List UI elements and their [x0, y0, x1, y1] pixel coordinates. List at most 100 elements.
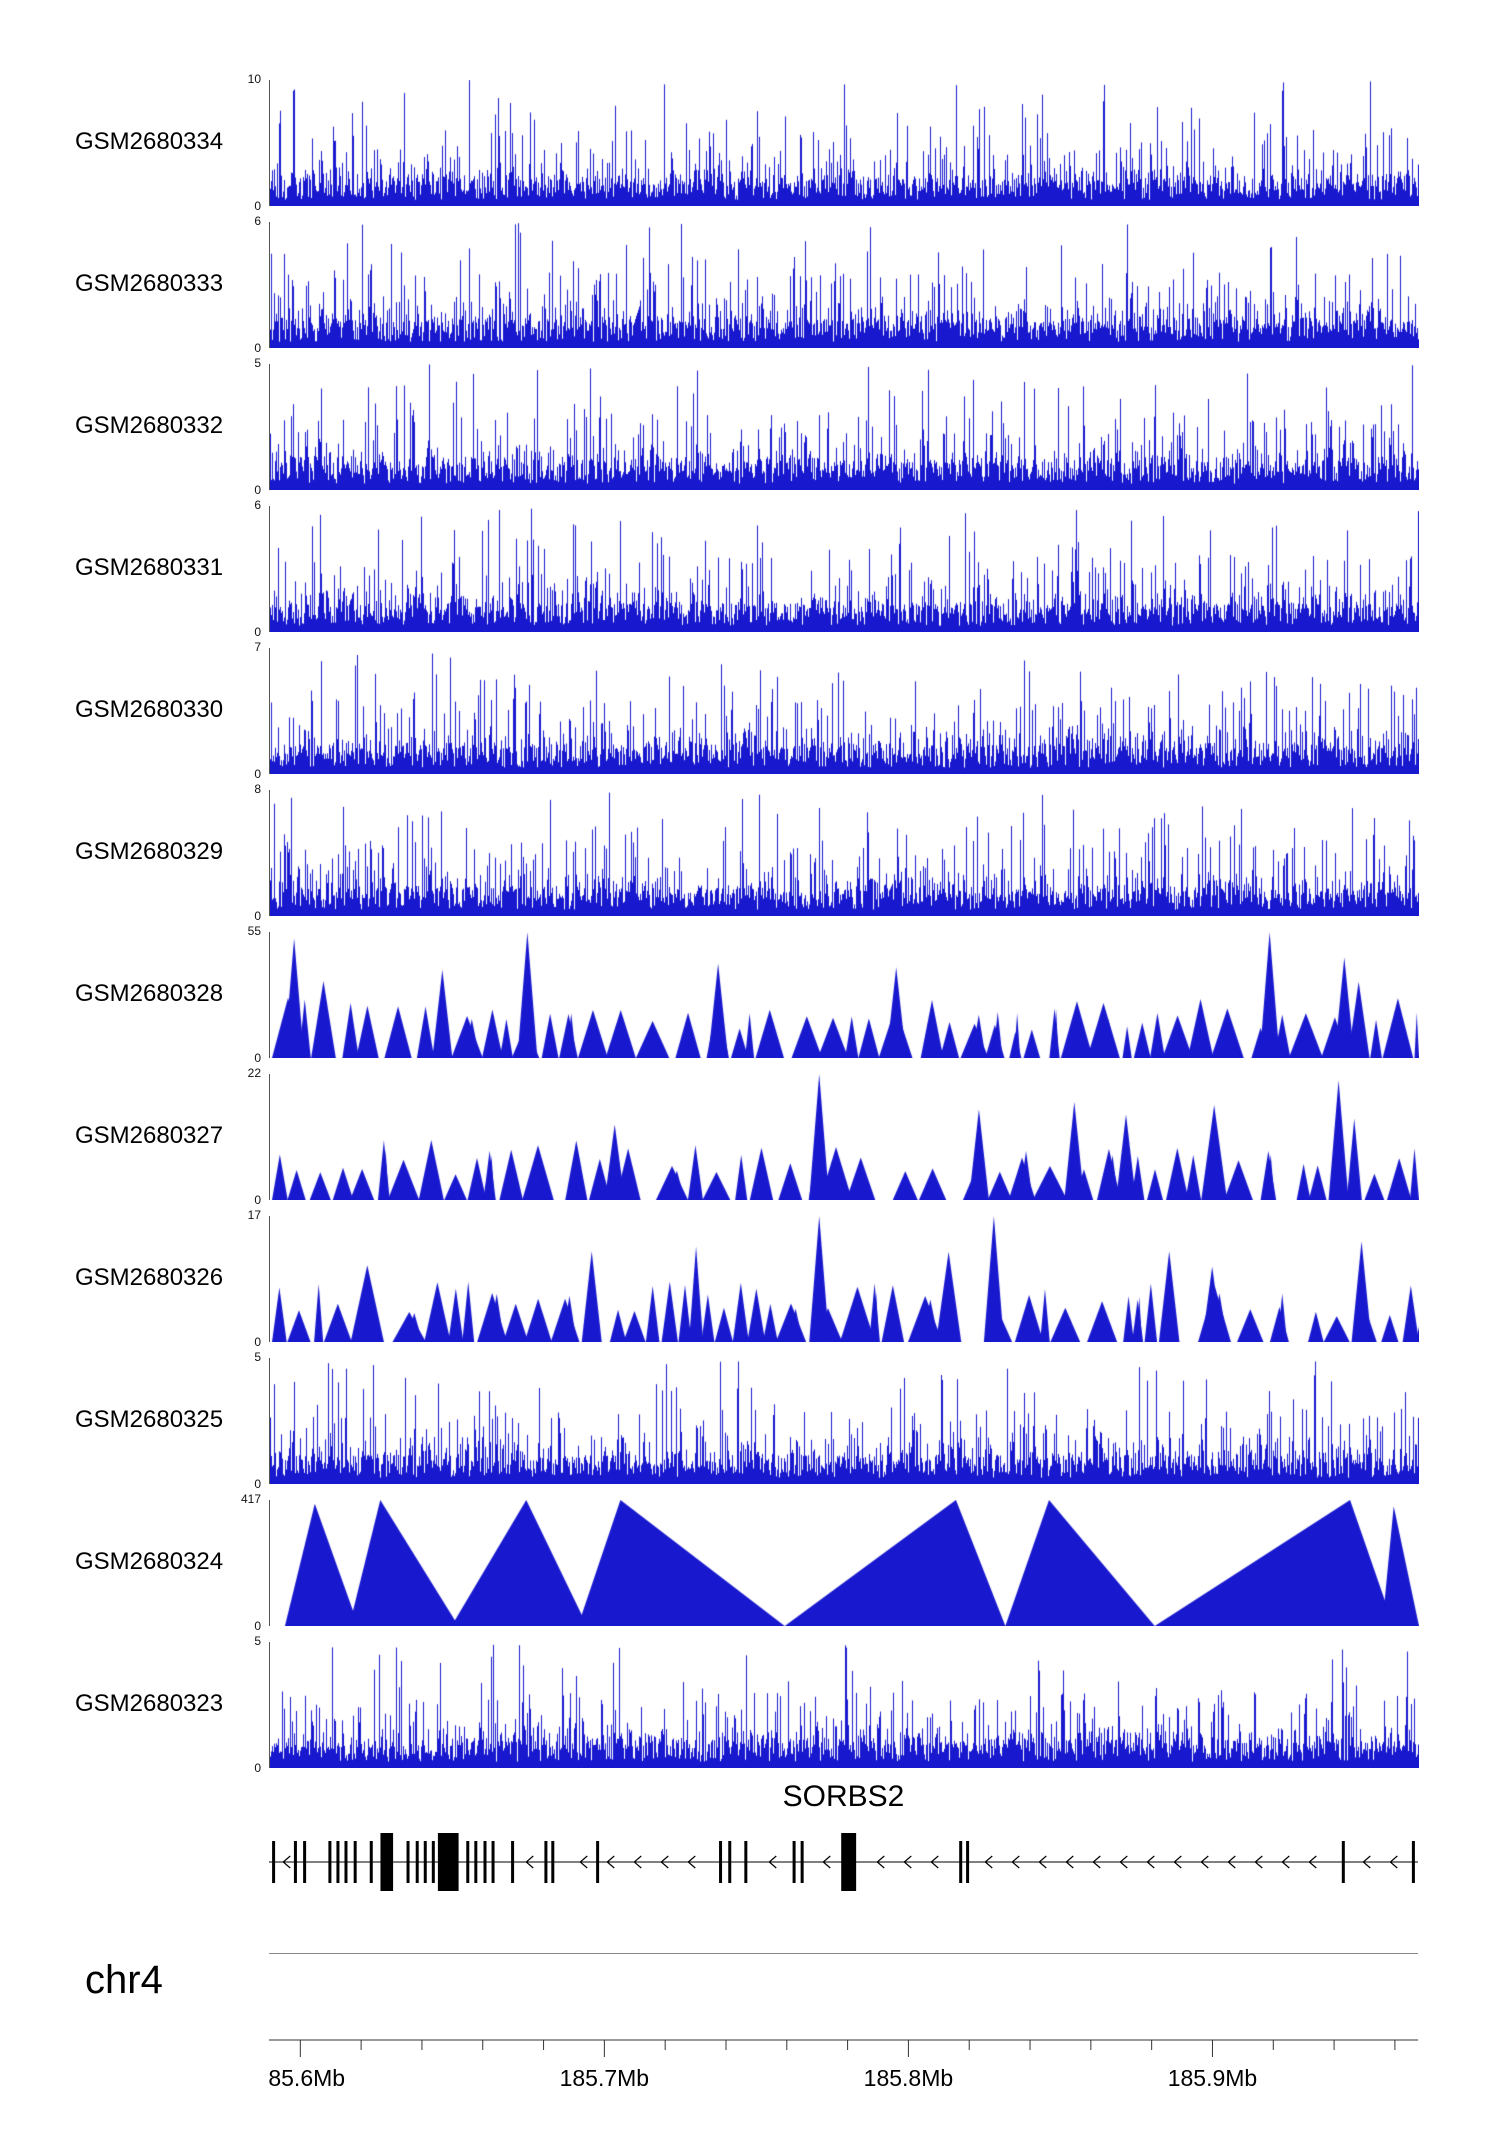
exon: [511, 1841, 515, 1883]
strand-arrow-icon: [1254, 1855, 1263, 1869]
exon: [423, 1841, 427, 1883]
exon: [800, 1841, 804, 1883]
track-ymax-label: 417: [240, 1492, 261, 1506]
exon: [959, 1841, 963, 1883]
track-label: GSM2680333: [75, 270, 224, 297]
coverage-signal: [269, 932, 1419, 1058]
coverage-track-GSM2680334: GSM2680334 10 0: [0, 72, 1500, 213]
exon: [369, 1841, 373, 1883]
exon: [792, 1841, 796, 1883]
coverage-signal: [269, 364, 1419, 490]
ruler-label: 185.7Mb: [560, 2065, 650, 2091]
coverage-signal: [269, 790, 1419, 916]
strand-arrow-icon: [1119, 1855, 1128, 1869]
strand-arrow-icon: [1038, 1855, 1047, 1869]
coverage-track-GSM2680323: GSM2680323 5 0: [0, 1634, 1500, 1775]
strand-arrow-icon: [1092, 1855, 1101, 1869]
track-ymin-label: 0: [254, 909, 261, 923]
exon: [328, 1841, 332, 1883]
strand-arrow-icon: [579, 1855, 588, 1869]
coverage-track-GSM2680328: GSM2680328 55 0: [0, 924, 1500, 1065]
track-label: GSM2680323: [75, 1690, 224, 1717]
coverage-track-GSM2680329: GSM2680329 8 0: [0, 782, 1500, 923]
separator-line: [269, 1953, 1418, 1954]
track-ymax-label: 7: [254, 640, 261, 654]
track-ymax-label: 5: [254, 356, 261, 370]
track-ymax-label: 55: [247, 924, 261, 938]
exon: [466, 1841, 470, 1883]
track-label: GSM2680327: [75, 1122, 224, 1149]
exon: [728, 1841, 732, 1883]
exon: [544, 1841, 548, 1883]
track-ymin-label: 0: [254, 1619, 261, 1633]
strand-arrow-icon: [1389, 1855, 1398, 1869]
track-label: GSM2680326: [75, 1264, 224, 1291]
track-ymin-label: 0: [254, 625, 261, 639]
track-label: GSM2680328: [75, 980, 224, 1007]
strand-arrow-icon: [903, 1855, 912, 1869]
exon: [336, 1841, 340, 1883]
strand-arrow-icon: [606, 1855, 615, 1869]
exon: [966, 1841, 970, 1883]
track-label: GSM2680325: [75, 1406, 224, 1433]
exon: [406, 1841, 410, 1883]
coverage-signal: [269, 1074, 1419, 1200]
exon: [1341, 1841, 1345, 1883]
exon: [1411, 1841, 1415, 1883]
track-ymax-label: 6: [254, 498, 261, 512]
exon: [353, 1841, 357, 1883]
strand-arrow-icon: [1227, 1855, 1236, 1869]
exon: [596, 1841, 600, 1883]
exon: [431, 1841, 435, 1883]
strand-arrow-icon: [822, 1855, 831, 1869]
track-ymax-label: 5: [254, 1350, 261, 1364]
strand-arrow-icon: [1281, 1855, 1290, 1869]
track-label: GSM2680324: [75, 1548, 224, 1575]
track-ymin-label: 0: [254, 767, 261, 781]
strand-arrow-icon: [633, 1855, 642, 1869]
strand-arrow-icon: [660, 1855, 669, 1869]
coverage-track-GSM2680327: GSM2680327 22 0: [0, 1066, 1500, 1207]
strand-arrow-icon: [768, 1855, 777, 1869]
strand-arrow-icon: [1200, 1855, 1209, 1869]
exon: [474, 1841, 478, 1883]
exon-wide: [841, 1833, 857, 1891]
coverage-track-GSM2680330: GSM2680330 7 0: [0, 640, 1500, 781]
strand-arrow-icon: [687, 1855, 696, 1869]
track-ymax-label: 5: [254, 1634, 261, 1648]
track-ymin-label: 0: [254, 199, 261, 213]
coverage-signal: [269, 222, 1419, 348]
track-label: GSM2680331: [75, 554, 224, 581]
coverage-track-GSM2680333: GSM2680333 6 0: [0, 214, 1500, 355]
exon: [303, 1841, 307, 1883]
strand-arrow-icon: [1065, 1855, 1074, 1869]
exon: [551, 1841, 555, 1883]
coverage-track-GSM2680326: GSM2680326 17 0: [0, 1208, 1500, 1349]
coverage-signal: [269, 1500, 1419, 1626]
track-ymin-label: 0: [254, 483, 261, 497]
coverage-track-GSM2680325: GSM2680325 5 0: [0, 1350, 1500, 1491]
coverage-signal: [269, 1216, 1419, 1342]
track-label: GSM2680332: [75, 412, 224, 439]
track-label: GSM2680329: [75, 838, 224, 865]
track-label: GSM2680334: [75, 128, 224, 155]
exon: [344, 1841, 348, 1883]
track-ymin-label: 0: [254, 1051, 261, 1065]
strand-arrow-icon: [930, 1855, 939, 1869]
ruler-label: 185.6Mb: [269, 2065, 345, 2091]
genomic-ruler: 185.6Mb 185.7Mb 185.8Mb 185.9Mb: [269, 2039, 1418, 2091]
track-ymax-label: 22: [247, 1066, 261, 1080]
strand-arrow-icon: [1011, 1855, 1020, 1869]
track-ymin-label: 0: [254, 1335, 261, 1349]
strand-arrow-icon: [282, 1855, 291, 1869]
track-ymin-label: 0: [254, 1477, 261, 1491]
exon: [483, 1841, 487, 1883]
coverage-signal: [269, 506, 1419, 632]
exon: [491, 1841, 495, 1883]
strand-arrow-icon: [1173, 1855, 1182, 1869]
coverage-track-GSM2680324: GSM2680324 417 0: [0, 1492, 1500, 1633]
strand-arrow-icon: [1146, 1855, 1155, 1869]
strand-arrow-icon: [1308, 1855, 1317, 1869]
chromosome-label: chr4: [85, 1958, 163, 2002]
